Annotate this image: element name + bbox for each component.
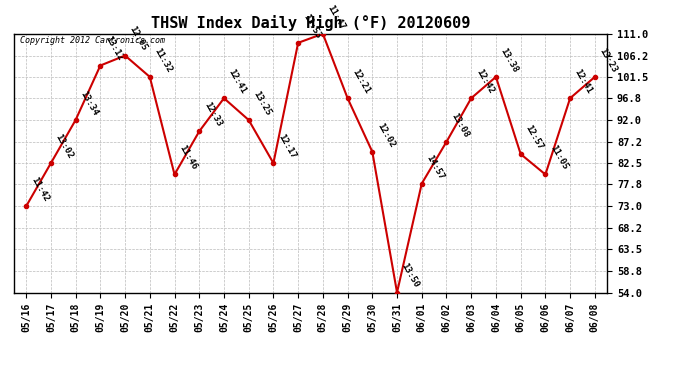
Text: 13:34: 13:34 — [79, 90, 99, 117]
Text: 13:25: 13:25 — [251, 90, 273, 117]
Text: 13:02: 13:02 — [54, 133, 75, 160]
Text: 11:42: 11:42 — [29, 176, 50, 204]
Text: 12:33: 12:33 — [202, 101, 224, 129]
Text: 14:57: 14:57 — [424, 153, 446, 181]
Text: 12:17: 12:17 — [276, 133, 297, 160]
Text: 13:50: 13:50 — [400, 262, 421, 290]
Text: 13:38: 13:38 — [499, 46, 520, 74]
Text: 11:32: 11:32 — [152, 46, 174, 74]
Title: THSW Index Daily High (°F) 20120609: THSW Index Daily High (°F) 20120609 — [151, 15, 470, 31]
Text: 13:08: 13:08 — [449, 111, 471, 139]
Text: 11:05: 11:05 — [548, 144, 569, 172]
Text: 12:05: 12:05 — [128, 25, 149, 53]
Text: 12:42: 12:42 — [474, 68, 495, 95]
Text: 13:23: 13:23 — [598, 46, 619, 74]
Text: 12:02: 12:02 — [375, 121, 396, 149]
Text: 11:47: 11:47 — [326, 3, 347, 31]
Text: 13:53: 13:53 — [301, 12, 322, 40]
Text: 12:41: 12:41 — [227, 68, 248, 95]
Text: 12:57: 12:57 — [524, 123, 544, 151]
Text: 13:12: 13:12 — [103, 35, 124, 63]
Text: 12:21: 12:21 — [351, 68, 372, 95]
Text: Copyright 2012 Cartronics.com: Copyright 2012 Cartronics.com — [20, 36, 165, 45]
Text: 11:46: 11:46 — [177, 144, 199, 172]
Text: 12:41: 12:41 — [573, 68, 594, 95]
